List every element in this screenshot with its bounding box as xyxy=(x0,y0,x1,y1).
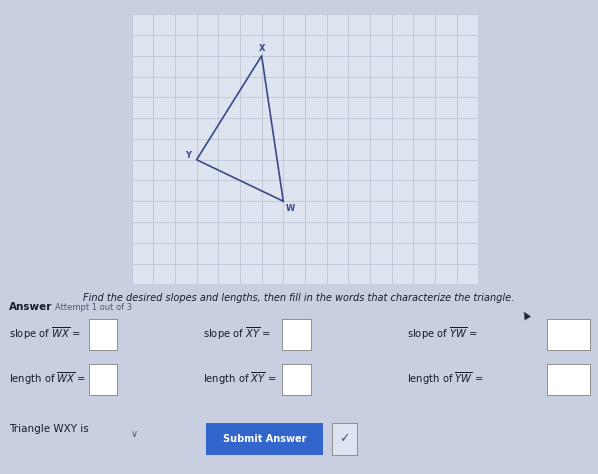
Text: ✓: ✓ xyxy=(339,432,350,446)
Text: W: W xyxy=(285,204,295,213)
Text: Y: Y xyxy=(185,151,191,160)
Text: Triangle WXY is: Triangle WXY is xyxy=(9,424,89,434)
Text: length of $\overline{YW}$ =: length of $\overline{YW}$ = xyxy=(407,371,483,387)
Text: slope of $\overline{YW}$ =: slope of $\overline{YW}$ = xyxy=(407,326,478,342)
Text: length of $\overline{XY}$ =: length of $\overline{XY}$ = xyxy=(203,371,277,387)
Text: Submit Answer: Submit Answer xyxy=(223,434,306,444)
Text: X: X xyxy=(258,44,265,53)
Text: Find the desired slopes and lengths, then fill in the words that characterize th: Find the desired slopes and lengths, the… xyxy=(83,293,515,303)
Text: ▲: ▲ xyxy=(520,308,532,320)
Text: length of $\overline{WX}$ =: length of $\overline{WX}$ = xyxy=(9,371,86,387)
Text: ∨: ∨ xyxy=(130,428,138,439)
Text: slope of $\overline{WX}$ =: slope of $\overline{WX}$ = xyxy=(9,326,81,342)
Text: Attempt 1 out of 3: Attempt 1 out of 3 xyxy=(55,303,132,311)
Text: Answer: Answer xyxy=(9,302,53,312)
Text: slope of $\overline{XY}$ =: slope of $\overline{XY}$ = xyxy=(203,326,271,342)
